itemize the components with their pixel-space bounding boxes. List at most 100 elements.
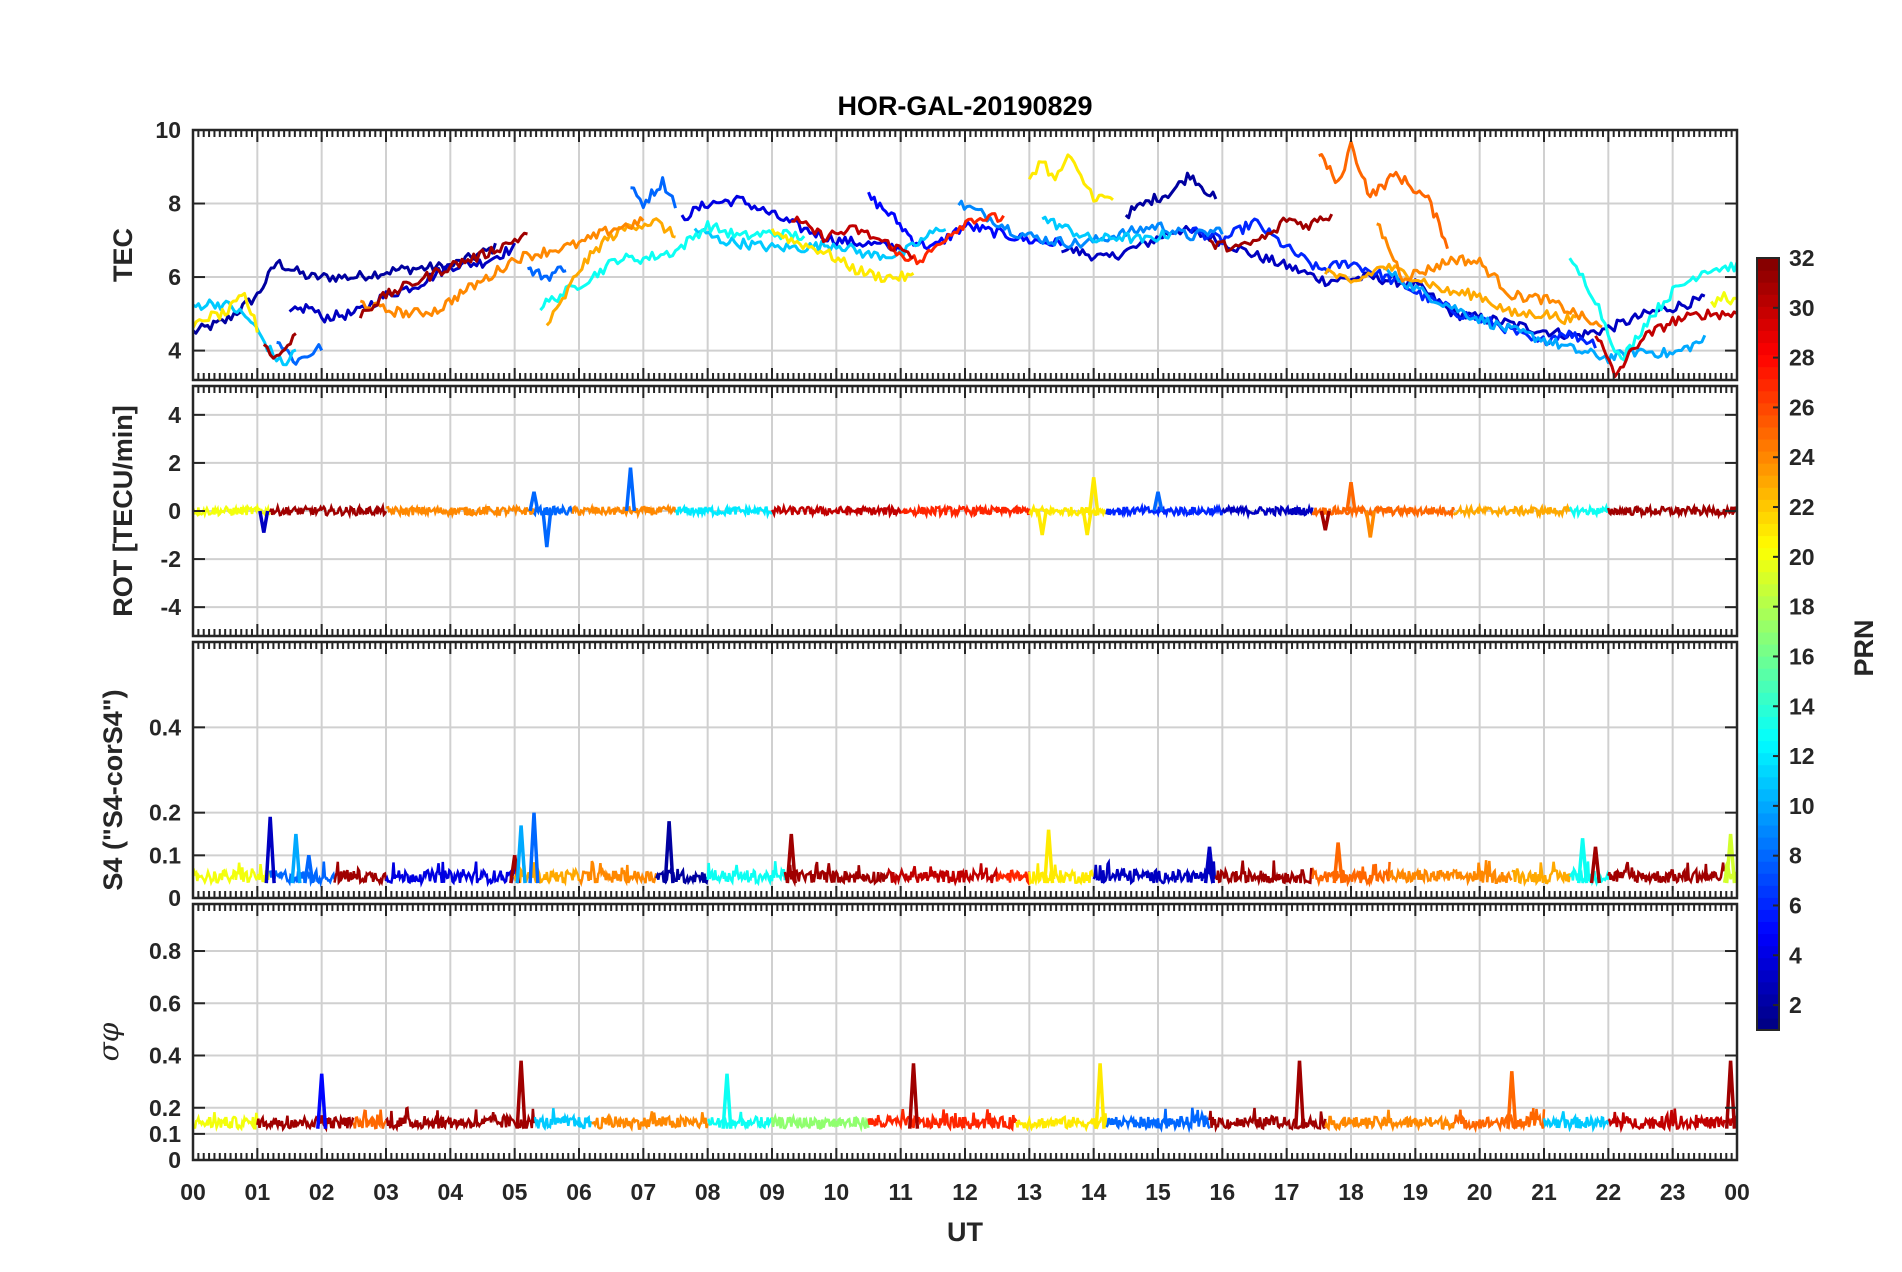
rot-band-prn-8-3 (532, 503, 574, 518)
colorbar-swatch (1757, 607, 1779, 621)
grid-layer (193, 130, 1737, 1160)
colorbar-swatch (1757, 619, 1779, 633)
colorbar-swatch (1757, 933, 1779, 947)
s4-spike-12 (1589, 846, 1602, 884)
sigma-band-prn-27-8 (867, 1108, 1018, 1132)
colorbar-swatch (1757, 957, 1779, 971)
x-tick-label: 00 (180, 1179, 206, 1205)
s4-band-prn-3-12 (1092, 858, 1217, 886)
s4-band-prn-25-14 (1311, 861, 1391, 888)
colorbar-tick-label: 28 (1789, 345, 1815, 371)
rot-spike-7 (1152, 491, 1164, 512)
tec-series-prn-23-22 (1324, 262, 1577, 326)
tec-series-prn-13-16 (1568, 257, 1737, 362)
x-axis-label: UT (947, 1217, 983, 1247)
s4-band-prn-27-10 (995, 869, 1031, 887)
x-tick-label: 16 (1210, 1179, 1236, 1205)
s4-spike-9 (1203, 846, 1216, 884)
rot-spike-9 (1345, 481, 1357, 512)
colorbar-swatch (1757, 969, 1779, 983)
colorbar-swatch (1757, 849, 1779, 862)
x-tick-label: 01 (245, 1179, 271, 1205)
rot-spike-0 (258, 510, 270, 533)
tec-series-prn-24-23 (1376, 222, 1603, 329)
colorbar-tick-label: 10 (1789, 793, 1815, 819)
data-layer (193, 140, 1737, 1134)
tec-series-prn-13-15 (539, 220, 806, 312)
colorbar-swatch (1757, 390, 1779, 404)
colorbar-swatch (1757, 438, 1779, 452)
colorbar-tick-label: 22 (1789, 494, 1815, 520)
tec-series-prn-25-25 (1318, 140, 1449, 250)
colorbar-swatch (1757, 776, 1779, 790)
colorbar-swatch (1757, 921, 1779, 935)
ticks-tec (192, 129, 1738, 380)
x-tick-label: 12 (952, 1179, 978, 1205)
y-tick-label-rot: 0 (168, 498, 181, 524)
colorbar-swatch (1757, 752, 1779, 766)
y-tick-label-sigma: 0.1 (149, 1121, 181, 1147)
colorbar-swatch (1757, 535, 1779, 549)
x-tick-label: 00 (1724, 1179, 1750, 1205)
x-tick-label: 03 (373, 1179, 399, 1205)
traces-s4 (193, 812, 1737, 888)
tec-series-prn-8-9 (527, 265, 567, 282)
grid-rot (193, 386, 1737, 636)
x-tick-label: 06 (566, 1179, 592, 1205)
x-tick-label: 19 (1403, 1179, 1429, 1205)
label-layer: HOR-GAL-20190829 UT PRN 46810TEC-4-2024R… (92, 91, 1879, 1247)
rot-band-prn-6-9 (1105, 502, 1224, 519)
colorbar-swatch (1757, 1005, 1779, 1019)
colorbar-swatch (1757, 728, 1779, 742)
s4-band-prn-24-15 (1388, 860, 1513, 887)
colorbar-tick-label: 16 (1789, 643, 1815, 669)
y-tick-label-tec: 6 (168, 264, 181, 290)
s4-band-prn-24-5 (578, 860, 658, 888)
sigma-spike-7 (1724, 1060, 1737, 1129)
sigma-band-prn-25-2 (352, 1109, 388, 1130)
y-tick-label-s4: 0.1 (149, 842, 181, 868)
sigma-band-prn-21-9 (1015, 1113, 1108, 1133)
sigma-band-prn-24-12 (1324, 1109, 1456, 1133)
sigma-spike-4 (1094, 1063, 1106, 1129)
y-tick-label-tec: 10 (155, 117, 181, 143)
colorbar-tick-label: 26 (1789, 394, 1815, 420)
tec-series-prn-8-8 (630, 176, 677, 210)
tec-series-prn-30-27 (791, 215, 914, 260)
x-tick-label: 13 (1017, 1179, 1043, 1205)
sigma-spike-0 (316, 1073, 328, 1129)
colorbar-swatch (1757, 523, 1779, 537)
colorbar-swatch (1757, 981, 1779, 995)
colorbar-swatch (1757, 414, 1779, 428)
colorbar-swatch (1757, 909, 1779, 923)
tec-series-prn-21-20 (1027, 153, 1114, 203)
s4-band-prn-31-13 (1214, 860, 1314, 887)
x-tick-label: 02 (309, 1179, 335, 1205)
colorbar-swatch (1757, 704, 1779, 717)
colorbar-swatch (1757, 740, 1779, 754)
rot-band-prn-13-13 (1568, 502, 1610, 520)
x-tick-label: 09 (759, 1179, 785, 1205)
rot-band-prn-12-5 (674, 502, 774, 520)
colorbar-swatch (1757, 631, 1779, 645)
s4-band-prn-31-8 (783, 861, 890, 888)
s4-spike-5 (515, 825, 527, 884)
colorbar-swatch (1757, 800, 1779, 814)
colorbar-swatch (1757, 342, 1779, 356)
s4-spike-7 (785, 833, 797, 884)
colorbar-swatch (1757, 378, 1779, 392)
x-tick-label: 23 (1660, 1179, 1686, 1205)
colorbar-swatch (1757, 595, 1779, 609)
sigma-spike-2 (721, 1073, 733, 1129)
rot-spike-3 (624, 467, 637, 512)
rot-spike-2 (541, 510, 553, 548)
colorbar-tick-label: 6 (1789, 892, 1802, 918)
rot-spike-8 (1319, 510, 1331, 531)
colorbar-swatch (1757, 402, 1779, 416)
x-tick-label: 17 (1274, 1179, 1300, 1205)
tec-series-prn-21-18 (193, 291, 259, 333)
colorbar-swatch (1757, 463, 1779, 476)
sigma-band-prn-20-0 (193, 1112, 259, 1132)
rot-spike-6 (1081, 510, 1093, 536)
